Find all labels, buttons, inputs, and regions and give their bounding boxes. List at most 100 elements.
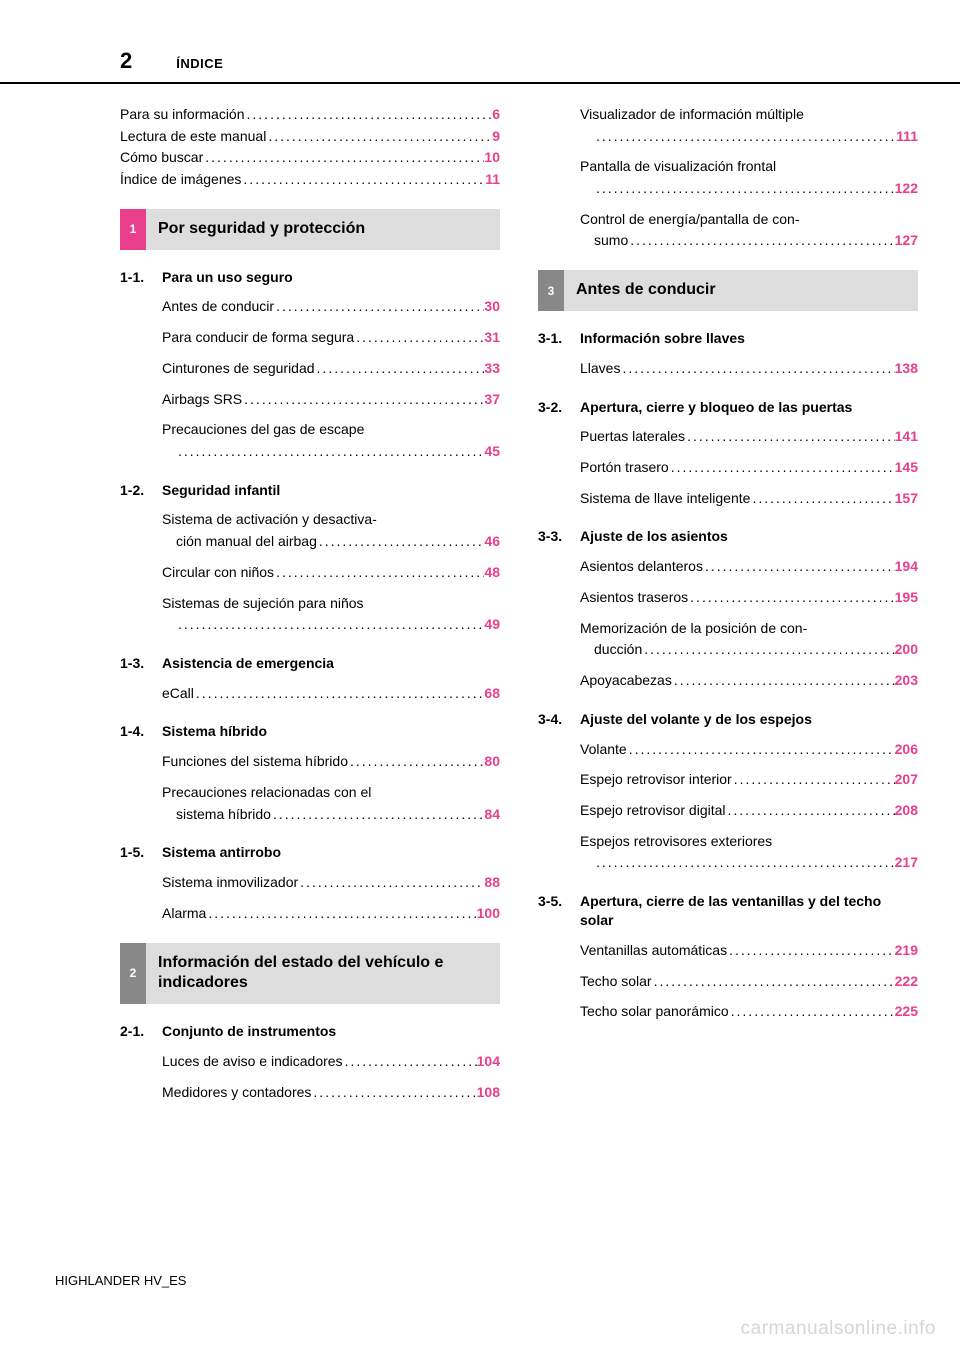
toc-leader xyxy=(628,230,894,252)
toc-entry: Techo solar222 xyxy=(538,971,918,993)
toc-label: Para su información xyxy=(120,104,245,126)
toc-entry: Airbags SRS37 xyxy=(120,389,500,411)
toc-leader xyxy=(343,1051,477,1073)
toc-page: 9 xyxy=(492,126,500,148)
chapter-tab: 2 xyxy=(120,943,146,1005)
toc-label: Memorización de la posición de con- xyxy=(580,620,807,636)
toc-section-continuation: Visualizador de información múltiple111 P… xyxy=(538,104,918,252)
section-number: 3-1. xyxy=(538,329,580,348)
toc-section: 3-2.Apertura, cierre y bloqueo de las pu… xyxy=(538,398,918,510)
section-title: Sistema híbrido xyxy=(162,722,500,741)
chapter-tab: 3 xyxy=(538,270,564,311)
toc-label: Sistema de activación y desactiva- xyxy=(162,511,377,527)
toc-entry: Luces de aviso e indicadores104 xyxy=(120,1051,500,1073)
toc-leader xyxy=(750,488,894,510)
toc-page: 225 xyxy=(895,1001,918,1023)
toc-page: 200 xyxy=(895,639,918,661)
toc-leader xyxy=(594,852,895,874)
toc-entry: Circular con niños48 xyxy=(120,562,500,584)
toc-leader xyxy=(652,971,895,993)
toc-leader xyxy=(274,296,484,318)
toc-front-line: Cómo buscar10 xyxy=(120,147,500,169)
toc-front-line: Para su información6 xyxy=(120,104,500,126)
toc-content: Para su información6Lectura de este manu… xyxy=(0,84,960,1113)
toc-section: 3-5.Apertura, cierre de las ventanillas … xyxy=(538,892,918,1023)
toc-entry: Funciones del sistema híbrido80 xyxy=(120,751,500,773)
toc-label: Antes de conducir xyxy=(162,296,274,318)
toc-leader xyxy=(672,670,895,692)
toc-page: 206 xyxy=(895,739,918,761)
toc-leader xyxy=(732,769,895,791)
toc-label: sumo xyxy=(594,230,628,252)
toc-front-line: Índice de imágenes11 xyxy=(120,169,500,191)
toc-leader xyxy=(298,872,484,894)
section-number: 1-4. xyxy=(120,722,162,741)
section-number: 3-2. xyxy=(538,398,580,417)
toc-leader xyxy=(176,614,484,636)
section-heading: 2-1.Conjunto de instrumentos xyxy=(120,1022,500,1041)
toc-leader xyxy=(729,1001,895,1023)
toc-label: Pantalla de visualización frontal xyxy=(580,158,776,174)
toc-label: Sistemas de sujeción para niños xyxy=(162,595,364,611)
toc-leader xyxy=(685,426,895,448)
toc-entry: Visualizador de información múltiple xyxy=(538,104,918,126)
toc-label: Lectura de este manual xyxy=(120,126,266,148)
toc-entry: Asientos traseros195 xyxy=(538,587,918,609)
section-title: Para un uso seguro xyxy=(162,268,500,287)
footer-text: HIGHLANDER HV_ES xyxy=(55,1273,186,1288)
section-number: 3-5. xyxy=(538,892,580,930)
toc-entry: Espejo retrovisor interior207 xyxy=(538,769,918,791)
toc-entry: Para conducir de forma segura31 xyxy=(120,327,500,349)
toc-leader xyxy=(311,1082,476,1104)
toc-page: 48 xyxy=(484,562,500,584)
toc-front-line: Lectura de este manual 9 xyxy=(120,126,500,148)
toc-leader xyxy=(176,441,484,463)
toc-entry: Volante206 xyxy=(538,739,918,761)
toc-entry: Asientos delanteros194 xyxy=(538,556,918,578)
toc-leader xyxy=(245,104,493,126)
toc-page: 207 xyxy=(895,769,918,791)
toc-page: 31 xyxy=(484,327,500,349)
section-number: 3-4. xyxy=(538,710,580,729)
toc-entry: Llaves138 xyxy=(538,358,918,380)
toc-entry-cont: 111 xyxy=(538,126,918,148)
toc-section: 1-4.Sistema híbrido Funciones del sistema… xyxy=(120,722,500,825)
toc-page: 203 xyxy=(895,670,918,692)
toc-label: Índice de imágenes xyxy=(120,169,241,191)
toc-entry: Espejo retrovisor digital208 xyxy=(538,800,918,822)
toc-page: 194 xyxy=(895,556,918,578)
toc-column-right: Visualizador de información múltiple111 P… xyxy=(538,104,918,1113)
toc-entry-cont: ducción200 xyxy=(538,639,918,661)
chapter-title: Información del estado del vehículo e in… xyxy=(146,943,500,1005)
toc-entry: Alarma100 xyxy=(120,903,500,925)
toc-entry-cont: 49 xyxy=(120,614,500,636)
toc-label: Funciones del sistema híbrido xyxy=(162,751,348,773)
toc-leader xyxy=(594,178,895,200)
chapter-heading: 3Antes de conducir xyxy=(538,270,918,311)
chapter-tab: 1 xyxy=(120,209,146,250)
toc-label: Control de energía/pantalla de con- xyxy=(580,211,799,227)
section-title: Apertura, cierre y bloqueo de las puerta… xyxy=(580,398,918,417)
toc-page: 219 xyxy=(895,940,918,962)
section-heading: 1-3.Asistencia de emergencia xyxy=(120,654,500,673)
toc-leader xyxy=(266,126,492,148)
section-heading: 3-2.Apertura, cierre y bloqueo de las pu… xyxy=(538,398,918,417)
section-heading: 1-2.Seguridad infantil xyxy=(120,481,500,500)
chapter-title: Por seguridad y protección xyxy=(146,209,500,250)
toc-page: 104 xyxy=(477,1051,500,1073)
toc-entry: Portón trasero145 xyxy=(538,457,918,479)
toc-entry-cont: sistema híbrido84 xyxy=(120,804,500,826)
toc-entry: Sistema de activación y desactiva- xyxy=(120,509,500,531)
toc-page: 68 xyxy=(484,683,500,705)
toc-leader xyxy=(274,562,484,584)
toc-leader xyxy=(242,389,484,411)
toc-entry: Sistemas de sujeción para niños xyxy=(120,593,500,615)
toc-label: Techo solar xyxy=(580,971,652,993)
header-title: ÍNDICE xyxy=(176,56,223,71)
toc-leader xyxy=(317,531,485,553)
chapter-heading: 2Información del estado del vehículo e i… xyxy=(120,943,500,1005)
chapter-title: Antes de conducir xyxy=(564,270,918,311)
section-heading: 1-4.Sistema híbrido xyxy=(120,722,500,741)
section-number: 1-2. xyxy=(120,481,162,500)
toc-leader xyxy=(206,903,476,925)
